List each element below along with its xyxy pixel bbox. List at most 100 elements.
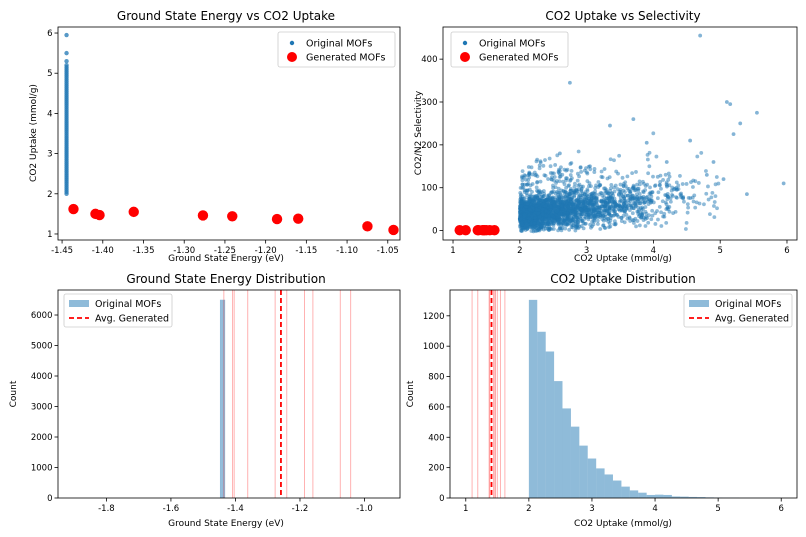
chart-energy-distribution: Ground State Energy Distribution Ground … <box>9 272 401 529</box>
original-mof-point <box>755 110 759 115</box>
histogram-bar <box>223 299 226 498</box>
y-tick-label: 4000 <box>31 372 53 382</box>
plot-area-frame <box>57 289 401 499</box>
histogram-bar <box>688 496 698 498</box>
histogram-bar <box>219 299 222 498</box>
plot-marks <box>219 290 352 498</box>
plot-area-frame <box>442 26 798 241</box>
y-tick-label: 6000 <box>31 311 53 321</box>
histogram-bar <box>554 381 563 498</box>
legend-marker-original <box>289 40 295 46</box>
legend: Original MOFs Avg. Generated <box>63 293 173 328</box>
histogram-bar <box>638 492 647 498</box>
legend-box <box>277 31 396 68</box>
y-tick-label: 200 <box>428 464 444 474</box>
original-mof-point <box>644 140 649 145</box>
original-mof-point <box>64 62 69 68</box>
original-mof-point <box>664 160 669 164</box>
original-mof-point <box>745 192 749 197</box>
histogram-bar <box>612 480 622 498</box>
legend-marker-original <box>69 300 89 307</box>
y-tick-label: 2000 <box>31 433 53 443</box>
original-mof-point <box>781 181 786 186</box>
generated-mof-point <box>197 210 209 221</box>
generated-mof-point <box>362 221 373 232</box>
y-tick-label: 6 <box>47 29 52 39</box>
y-tick-label: 300 <box>421 98 437 108</box>
legend: Original MOFs Avg. Generated <box>683 293 793 328</box>
chart-uptake-vs-selectivity: CO2 Uptake vs Selectivity CO2 Uptake (mm… <box>414 9 798 264</box>
x-tick-label: -1.35 <box>133 246 155 256</box>
histogram-bar <box>604 474 613 498</box>
x-tick-label: 6 <box>779 504 784 514</box>
legend-marker-generated <box>287 52 297 62</box>
x-axis-label: Ground State Energy (eV) <box>168 519 284 529</box>
histogram-bar <box>545 351 555 498</box>
y-tick-label: 200 <box>421 141 437 151</box>
x-tick-label: -1.4 <box>227 504 244 514</box>
histogram-bar <box>697 497 706 498</box>
original-mof-point <box>721 177 726 182</box>
original-mof-point <box>731 132 736 137</box>
histogram-bar <box>671 496 681 498</box>
generated-mof-point <box>293 213 304 224</box>
y-tick-label: 1000 <box>31 464 53 474</box>
legend-label-generated: Generated MOFs <box>306 53 386 64</box>
x-tick-label: 2 <box>526 504 531 514</box>
histogram-bar <box>222 299 224 498</box>
original-mof-point <box>688 138 693 143</box>
x-tick-label: 3 <box>584 246 589 256</box>
original-mof-point <box>738 121 743 126</box>
histogram-bar <box>680 496 689 498</box>
original-mof-point <box>674 187 679 192</box>
x-tick-label: 4 <box>652 504 657 514</box>
chart-title: CO2 Uptake vs Selectivity <box>545 9 700 23</box>
y-tick-label: 800 <box>428 373 444 383</box>
histogram-bar <box>655 494 664 498</box>
original-mof-point <box>724 100 729 104</box>
legend-marker-generated <box>460 52 470 62</box>
x-tick-label: -1.6 <box>163 504 180 514</box>
y-tick-label: 5 <box>47 69 52 79</box>
histogram-bar <box>570 426 580 498</box>
legend-marker-original <box>462 40 468 46</box>
legend-label-generated: Generated MOFs <box>479 53 559 64</box>
generated-mof-point <box>94 209 105 221</box>
legend-box <box>450 31 569 68</box>
chart-title: Ground State Energy vs CO2 Uptake <box>117 9 335 23</box>
legend-marker-original <box>689 300 709 307</box>
original-mof-point <box>588 164 592 169</box>
y-tick-label: 1000 <box>423 342 445 352</box>
generated-mof-point <box>227 211 238 222</box>
y-tick-label: 0 <box>439 494 444 504</box>
y-tick-label: 1200 <box>423 312 445 322</box>
legend: Original MOFs Generated MOFs <box>277 31 396 68</box>
x-tick-label: 5 <box>717 246 722 256</box>
original-mof-point <box>698 33 703 38</box>
generated-mof-point <box>460 224 471 236</box>
y-tick-label: 2 <box>47 190 52 200</box>
chart-uptake-distribution: CO2 Uptake Distribution CO2 Uptake (mmol… <box>406 272 798 529</box>
y-tick-label: 4 <box>47 109 52 119</box>
histogram-bar <box>562 408 571 498</box>
plot-marks <box>454 33 786 236</box>
y-tick-label: 0 <box>47 494 52 504</box>
legend-box <box>63 293 173 328</box>
y-tick-label: 100 <box>421 184 437 194</box>
original-mof-point <box>64 32 69 38</box>
x-tick-label: -1.05 <box>377 246 399 256</box>
y-axis-label: CO2/N2 Selectivity <box>414 90 424 175</box>
original-mof-cloud <box>517 131 721 234</box>
legend-label-original: Original MOFs <box>95 299 161 310</box>
chart-title: Ground State Energy Distribution <box>126 272 325 286</box>
x-tick-label: -1.2 <box>292 504 309 514</box>
x-tick-label: 1 <box>450 246 455 256</box>
plot-area-frame <box>57 26 401 241</box>
generated-mof-point <box>128 206 139 218</box>
legend-label-original: Original MOFs <box>306 39 372 50</box>
histogram-bar <box>537 331 546 498</box>
plot-area-frame <box>449 289 798 499</box>
histogram-bar <box>621 486 630 498</box>
original-mof-point <box>728 102 733 107</box>
